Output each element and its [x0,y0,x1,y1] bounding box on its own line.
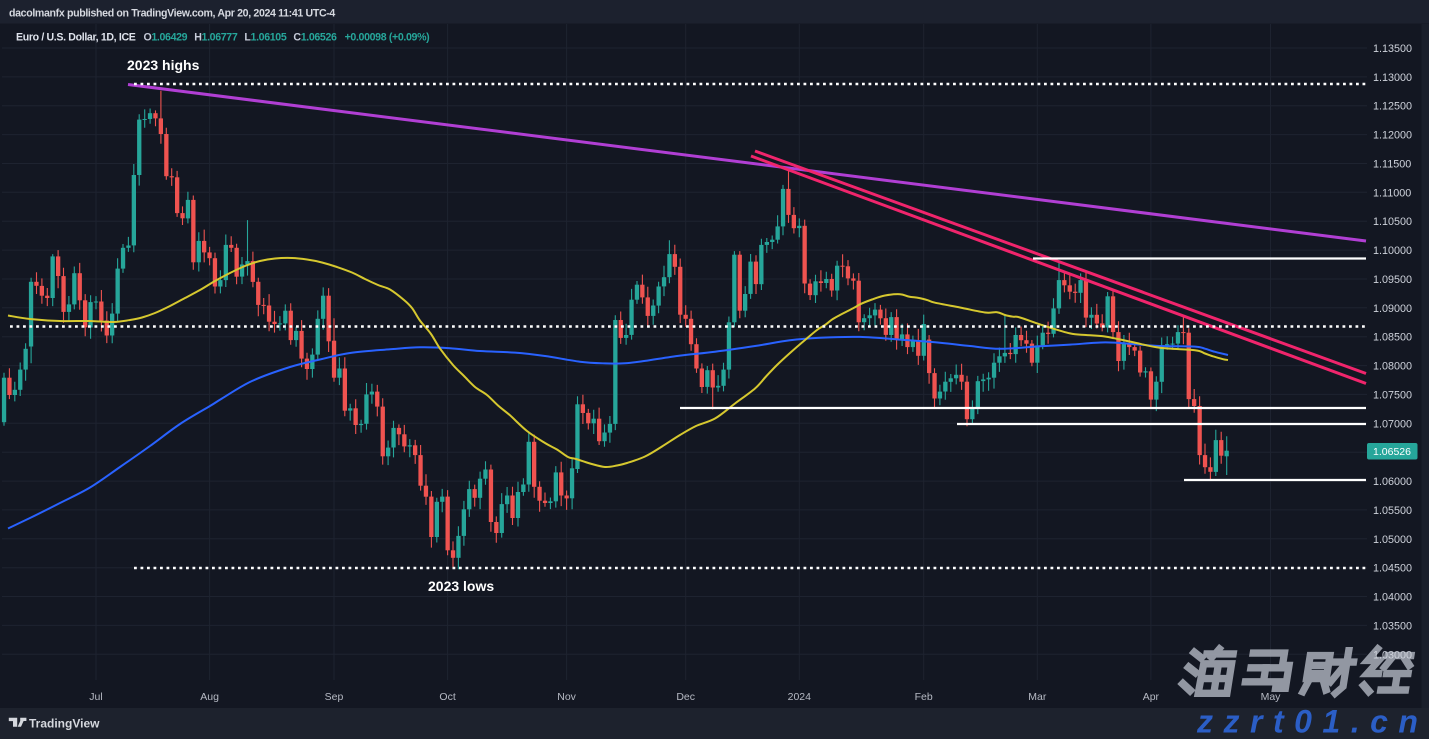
svg-text:Sep: Sep [325,691,344,703]
svg-text:1.09500: 1.09500 [1373,274,1412,286]
svg-text:1.06000: 1.06000 [1373,476,1412,488]
svg-text:1.03500: 1.03500 [1373,620,1412,632]
svg-text:May: May [1261,691,1282,703]
svg-text:1.05500: 1.05500 [1373,505,1412,517]
svg-text:1.10000: 1.10000 [1373,245,1412,257]
svg-text:Oct: Oct [439,691,455,703]
svg-text:1.11000: 1.11000 [1373,187,1411,199]
svg-text:1.08500: 1.08500 [1373,332,1412,344]
svg-text:1.11500: 1.11500 [1373,159,1411,171]
svg-text:1.13500: 1.13500 [1373,43,1412,55]
svg-text:1.13000: 1.13000 [1373,72,1412,84]
svg-text:1.04500: 1.04500 [1373,563,1412,575]
svg-text:zzrt01.cn: zzrt01.cn [1196,704,1428,739]
svg-text:1.05000: 1.05000 [1373,534,1412,546]
svg-text:TradingView: TradingView [29,717,100,731]
svg-text:Jul: Jul [89,691,102,703]
svg-text:1.07500: 1.07500 [1373,389,1412,401]
svg-text:Aug: Aug [200,691,219,703]
svg-text:1.12000: 1.12000 [1373,130,1412,142]
svg-text:1.06526: 1.06526 [1373,446,1411,458]
svg-text:2023 highs: 2023 highs [127,57,200,73]
svg-text:Mar: Mar [1028,691,1047,703]
svg-text:Feb: Feb [915,691,933,703]
svg-text:1.03000: 1.03000 [1373,649,1412,661]
svg-text:1.04000: 1.04000 [1373,592,1412,604]
svg-text:2023 lows: 2023 lows [428,578,494,594]
svg-text:Nov: Nov [557,691,576,703]
svg-text:2024: 2024 [788,691,812,703]
svg-text:dacolmanfx published on Tradin: dacolmanfx published on TradingView.com,… [9,8,335,20]
svg-text:Dec: Dec [676,691,695,703]
svg-text:1.10500: 1.10500 [1373,216,1412,228]
svg-text:1.12500: 1.12500 [1373,101,1412,113]
svg-text:1.07000: 1.07000 [1373,418,1412,430]
svg-text:Apr: Apr [1143,691,1160,703]
svg-text:1.08000: 1.08000 [1373,361,1412,373]
svg-text:1.09000: 1.09000 [1373,303,1412,315]
